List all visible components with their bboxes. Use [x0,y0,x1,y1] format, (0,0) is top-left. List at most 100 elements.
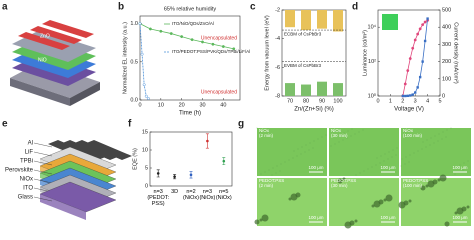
inset-image [382,14,398,30]
y-tick-label: 15 [142,129,148,135]
marker [169,32,173,36]
plot-frame [149,131,233,187]
spot [441,138,443,140]
marker [418,27,422,31]
spot [454,173,456,175]
spot [417,150,419,152]
spot [275,172,277,174]
marker [408,57,412,61]
spot [391,156,393,158]
spot [439,174,447,182]
leader-line [33,160,53,166]
spot [387,158,389,160]
layer-label: ZnO [40,33,50,39]
x-tick-label: 40 [220,102,226,108]
spot [400,165,402,167]
x-tick-label: 10 [158,102,164,108]
spot [466,205,470,209]
micrograph [329,128,399,176]
spot [254,219,260,225]
spot [395,154,397,156]
spot [446,129,448,131]
spot [363,170,365,172]
spot [420,185,426,191]
scale-label: 100 μm [380,165,395,170]
x-tick-label: 30 [199,102,205,108]
spot [338,141,340,143]
spot [367,168,369,170]
spot [300,153,302,155]
spot [354,219,358,223]
marker [421,60,424,63]
spot [313,140,315,142]
device-a [10,20,100,106]
marker [409,94,412,97]
image-title: PEDOT:PSS (100 min) [403,178,429,188]
spot [359,172,361,174]
layer-label: ITO [23,186,33,192]
panel-label: a [2,2,8,13]
reference-label: EVBM of CsPbBr3 [284,63,322,68]
marker [148,27,152,31]
spot [408,161,410,163]
spot [312,147,314,149]
spot [462,169,464,171]
x-tick-label: 1 [389,98,392,104]
y2-axis-label: Current density (mA/cm²) [453,22,459,84]
spot [280,163,282,165]
spot [350,135,352,137]
leader-line [33,178,53,184]
panel-label: d [352,2,358,13]
bar [301,84,311,96]
micrograph [257,128,327,176]
bar [317,81,327,96]
marker [140,52,144,56]
micrograph [401,128,471,176]
spot [459,164,461,166]
layer-label: Al [28,141,33,147]
spot [438,133,440,135]
spot [378,199,384,205]
y2-tick-label: 0 [442,93,445,99]
panel-label: g [238,119,244,130]
spot [347,130,349,132]
spot [309,142,311,144]
spot [396,147,398,149]
reference-label: ECBM of CsPbBr3 [284,31,322,36]
y-tick-label: -4 [275,36,280,42]
x-tick-label: 20 [179,102,185,108]
spot [422,141,424,143]
point [206,139,209,143]
micrograph [257,178,327,226]
x-tick-label: 5 [438,98,441,104]
spot [376,157,378,159]
image-title: NiOx (2 min) [259,128,274,138]
x-tick-label: n=2 (NiOx) [183,189,199,202]
spot [308,149,310,151]
marker [426,17,429,20]
layer-label: Perovskite [5,168,34,174]
x-tick-label: 70 [287,98,293,104]
marker [406,69,410,73]
figure-canvas: a b c d e f g ZnO NiO Al LiF TPBi Perovskite NiOx ITO G… [2,2,471,229]
plot-frame [281,9,347,97]
y-tick-label: 0.5 [130,59,138,65]
spot [430,137,432,139]
spot [354,133,356,135]
spot [437,140,439,142]
spot [279,170,281,172]
micrograph [329,178,399,226]
series-line [139,23,149,99]
marker [221,45,225,48]
spot [260,173,262,175]
marker [421,23,425,27]
y-axis-label: Luminance (cd/m²) [362,30,368,76]
spot [267,128,269,130]
bar [301,10,311,31]
spot [429,144,431,146]
point [173,175,176,178]
y2-tick-label: 300 [442,42,451,48]
spot [317,138,319,140]
spot [304,151,306,153]
x-axis-label: Zn/(Zn+Si) (%) [294,107,334,113]
